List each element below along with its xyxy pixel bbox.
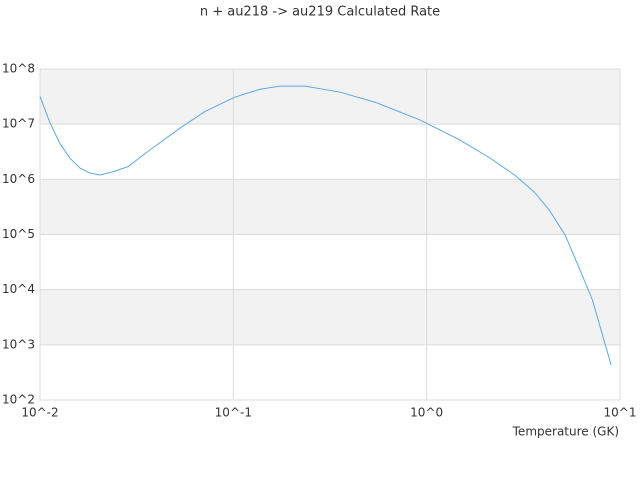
chart-title: n + au218 -> au219 Calculated Rate (200, 5, 440, 20)
x-tick-label: 10^-1 (215, 406, 252, 420)
y-tick-label: 10^8 (2, 62, 35, 76)
y-tick-label: 10^6 (2, 172, 35, 186)
grid-band (40, 289, 620, 345)
y-tick-label: 10^3 (2, 337, 35, 351)
data-line (39, 85, 612, 366)
x-tick-label: 10^-2 (21, 406, 58, 420)
grid-band (40, 179, 620, 235)
y-tick-label: 10^7 (2, 117, 35, 131)
x-axis-label: Temperature (GK) (512, 425, 619, 439)
x-tick-label: 10^0 (410, 406, 443, 420)
y-tick-label: 10^4 (2, 282, 35, 296)
y-tick-label: 10^5 (2, 227, 35, 241)
grid-band (40, 69, 620, 125)
x-tick-label: 10^1 (604, 406, 637, 420)
y-tick-label: 10^2 (2, 393, 35, 407)
